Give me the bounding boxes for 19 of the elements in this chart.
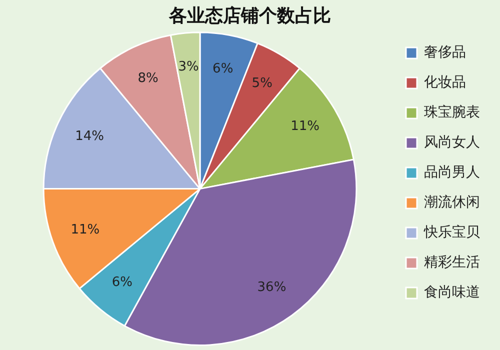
legend-label: 奢侈品 (424, 44, 466, 61)
legend-label: 品尚男人 (424, 164, 480, 181)
legend-label: 精彩生活 (424, 254, 480, 271)
data-label: 5% (252, 76, 272, 92)
chart-title: 各业态店铺个数占比 (168, 5, 331, 26)
legend-label: 快乐宝贝 (423, 224, 480, 241)
data-label: 6% (112, 275, 133, 290)
legend-label: 化妆品 (424, 74, 466, 91)
legend-label: 风尚女人 (424, 134, 480, 151)
legend-label: 食尚味道 (424, 284, 480, 301)
data-label: 6% (212, 61, 234, 76)
legend-label: 潮流休闲 (424, 194, 480, 211)
data-label: 11% (290, 119, 320, 134)
data-label: 8% (138, 70, 158, 86)
data-label: 36% (257, 280, 286, 295)
legend-label: 珠宝腕表 (424, 104, 480, 121)
data-label: 14% (75, 129, 104, 144)
data-label: 3% (178, 60, 199, 75)
data-label: 11% (70, 222, 100, 238)
